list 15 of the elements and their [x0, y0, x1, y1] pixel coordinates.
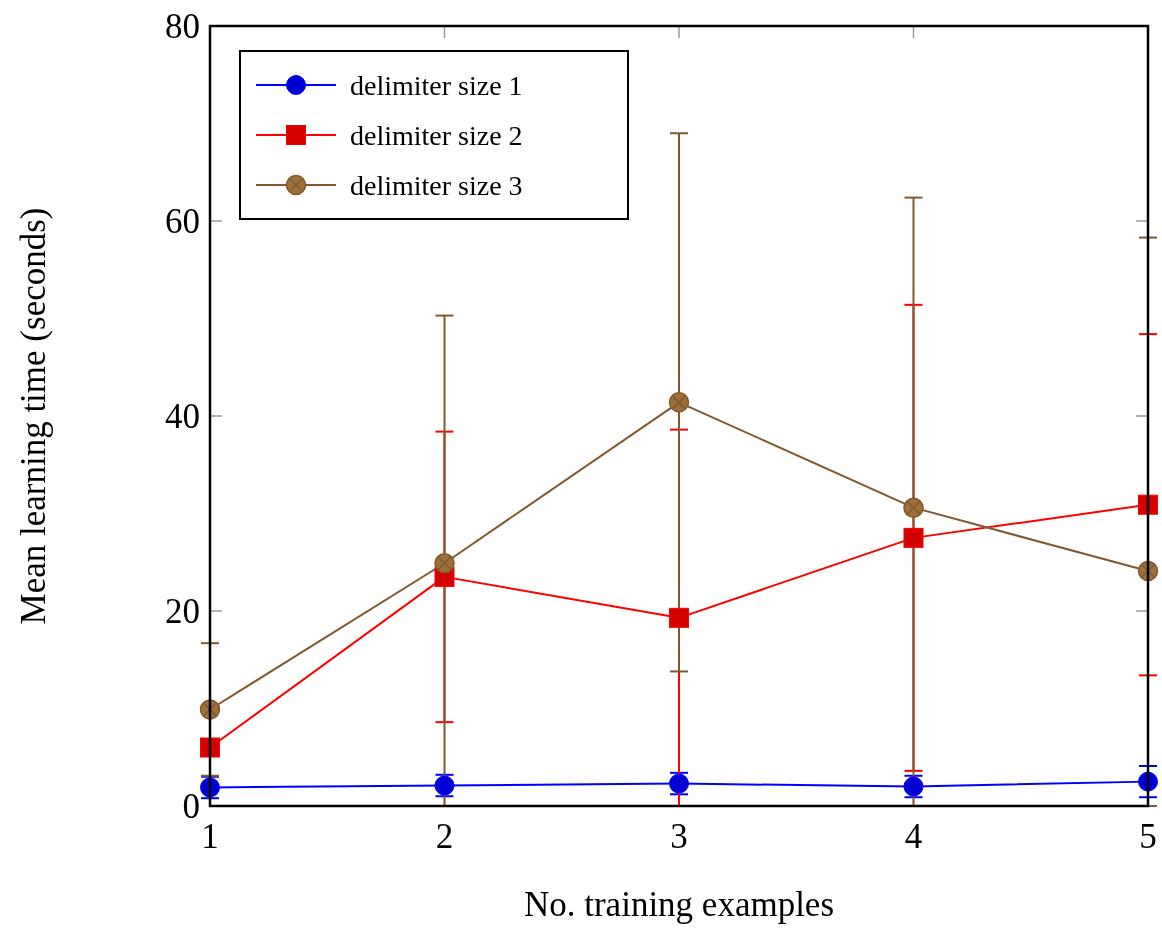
legend-label: delimiter size 1: [350, 70, 523, 101]
y-tick-label: 60: [165, 202, 200, 241]
y-tick-label: 40: [165, 397, 200, 436]
x-axis-title: No. training examples: [523, 885, 835, 924]
y-axis-title: Mean learning time (seconds): [14, 207, 53, 625]
y-tick-label: 0: [182, 787, 200, 826]
y-tick-label: 20: [165, 592, 200, 631]
legend-label: delimiter size 2: [350, 120, 523, 151]
y-tick-label: 80: [165, 7, 200, 46]
x-tick-label: 3: [670, 817, 688, 856]
x-tick-label: 4: [904, 817, 923, 856]
x-tick-label: 5: [1139, 817, 1157, 856]
x-tick-label: 1: [201, 817, 219, 856]
x-tick-label: 2: [435, 817, 454, 856]
legend-label: delimiter size 3: [350, 170, 523, 201]
